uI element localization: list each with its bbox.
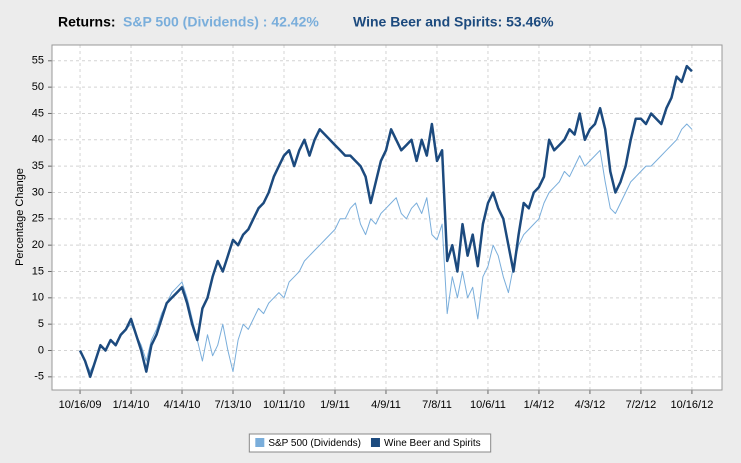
legend-swatch (255, 438, 265, 447)
x-tick-label: 10/16/12 (671, 399, 714, 411)
y-tick-label: 0 (38, 344, 44, 356)
x-tick-label: 7/13/10 (215, 399, 252, 411)
legend: S&P 500 (Dividends) Wine Beer and Spirits (248, 433, 492, 453)
chart-title: Returns: (58, 14, 116, 30)
legend-box (248, 433, 492, 453)
y-tick-label: 30 (32, 186, 44, 198)
y-tick-label: -5 (34, 371, 44, 383)
plot-border (51, 44, 723, 391)
legend-label: Wine Beer and Spirits (384, 438, 481, 449)
x-tick-label: 10/6/11 (470, 399, 506, 411)
x-tick-label: 4/9/11 (371, 399, 401, 411)
y-tick-label: 15 (32, 265, 44, 277)
x-tick-label: 7/8/11 (422, 399, 452, 411)
x-tick-label: 10/11/10 (263, 399, 305, 411)
y-tick-label: 50 (32, 81, 44, 93)
y-axis-label: Percentage Change (14, 168, 26, 266)
x-tick-label: 4/14/10 (164, 399, 201, 411)
x-tick-label: 4/3/12 (575, 399, 606, 411)
annotation: Wine Beer and Spirits: 53.46% (353, 14, 554, 30)
x-tick-label: 10/16/09 (59, 399, 102, 411)
y-tick-label: 35 (32, 160, 44, 172)
y-tick-label: 25 (32, 213, 44, 225)
x-tick-label: 1/14/10 (113, 399, 150, 411)
y-tick-label: 45 (32, 107, 44, 119)
legend-label: S&P 500 (Dividends) (268, 438, 361, 449)
y-tick-label: 10 (32, 292, 44, 304)
line (79, 123, 693, 373)
y-tick-label: 55 (32, 55, 44, 67)
line (78, 64, 693, 379)
x-tick-label: 7/2/12 (626, 399, 657, 411)
y-tick-label: 5 (38, 318, 44, 330)
legend-swatch (370, 438, 380, 447)
y-tick-label: 40 (32, 134, 44, 146)
x-tick-label: 1/4/12 (524, 399, 555, 411)
annotation: S&P 500 (Dividends) : 42.42% (123, 14, 319, 30)
plot-area (51, 44, 723, 391)
y-tick-label: 20 (32, 239, 44, 251)
x-tick-label: 1/9/11 (320, 399, 350, 411)
